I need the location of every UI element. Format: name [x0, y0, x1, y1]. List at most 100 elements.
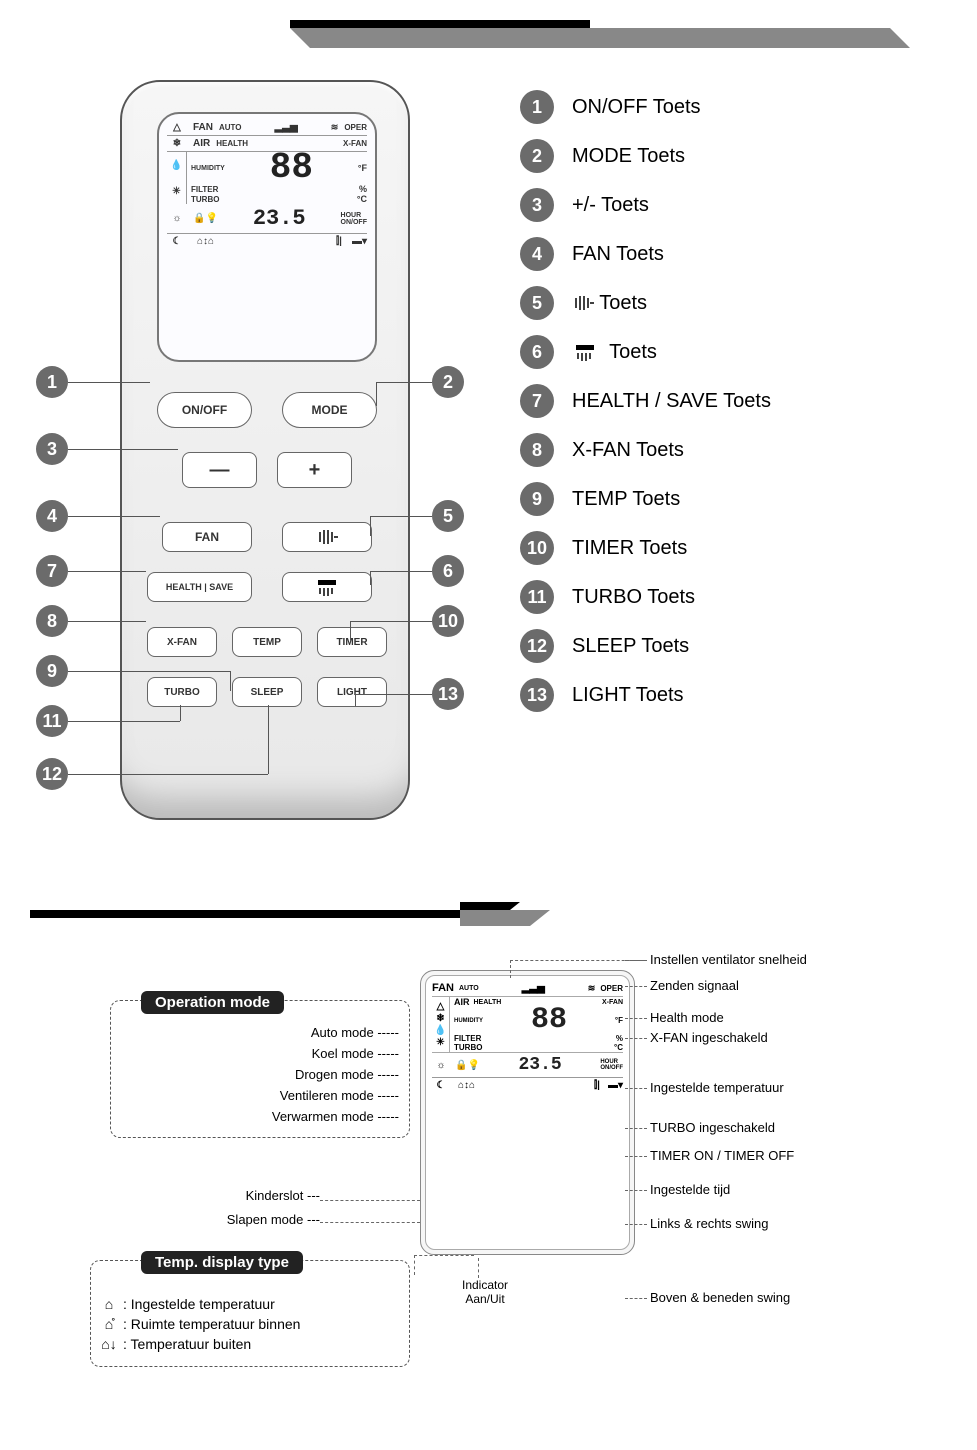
btn-light[interactable]: LIGHT: [317, 677, 387, 707]
disp-humidity: HUMIDITY: [191, 165, 225, 172]
disp-auto: AUTO: [219, 123, 242, 132]
btn-xfan[interactable]: X-FAN: [147, 627, 217, 657]
legend-label: FAN Toets: [572, 243, 664, 266]
btn-mode[interactable]: MODE: [282, 392, 377, 428]
legend-number: 8: [520, 433, 554, 467]
btn-swing-ud[interactable]: [282, 572, 372, 602]
temp-row-1: ⌂̊ : Ruimte temperatuur binnen: [101, 1316, 399, 1332]
legend-number: 3: [520, 188, 554, 222]
disp-pct: %: [359, 184, 367, 194]
remote-diagram: △ FAN AUTO ▂▃▅ ≋ OPER ❄ AIR HEALTH X-FAN: [30, 80, 480, 840]
btn-sleep[interactable]: SLEEP: [232, 677, 302, 707]
disp-air: AIR: [193, 138, 210, 149]
legend-number: 11: [520, 580, 554, 614]
btn-healthsave[interactable]: HEALTH | SAVE: [147, 572, 252, 602]
disp-hour: HOUR: [341, 212, 367, 219]
swing-ud-icon: [314, 578, 340, 596]
disp-xfan: X-FAN: [343, 139, 367, 148]
legend-number: 12: [520, 629, 554, 663]
legend-label: ON/OFF Toets: [572, 96, 701, 119]
display-illustration: FAN AUTO ▂▃▅ ≋ OPER △❄💧✳ AIR HEALTH X-FA…: [420, 970, 635, 1255]
legend-number: 4: [520, 237, 554, 271]
legend-row: 13 LIGHT Toets: [520, 678, 947, 712]
header-rule: [30, 20, 947, 50]
section-divider: [30, 900, 947, 930]
btn-plus[interactable]: +: [277, 452, 352, 488]
remote-display: △ FAN AUTO ▂▃▅ ≋ OPER ❄ AIR HEALTH X-FAN: [157, 112, 377, 362]
callout-8: 8: [36, 605, 68, 637]
legend-label: TIMER Toets: [572, 537, 687, 560]
right-annotation: Instellen ventilator snelheid: [650, 952, 807, 967]
house-outside-icon: ⌂↓: [101, 1336, 117, 1352]
btn-swing-lr[interactable]: [282, 522, 372, 552]
indicator-label: IndicatorAan/Uit: [450, 1278, 520, 1306]
callout-10: 10: [432, 605, 464, 637]
btn-fan[interactable]: FAN: [162, 522, 252, 552]
legend-number: 1: [520, 90, 554, 124]
btn-timer[interactable]: TIMER: [317, 627, 387, 657]
legend-label: +/- Toets: [572, 194, 649, 217]
callout-13: 13: [432, 678, 464, 710]
mode-row: Ventileren mode -----: [121, 1085, 399, 1106]
right-annotation: Ingestelde temperatuur: [650, 1080, 784, 1095]
callout-4: 4: [36, 500, 68, 532]
disp-fan: FAN: [193, 122, 213, 133]
temp-display-box: Temp. display type ⌂ : Ingestelde temper…: [90, 1260, 410, 1367]
disp-onoff: ON/OFF: [341, 219, 367, 226]
legend-label: X-FAN Toets: [572, 439, 684, 462]
mode-row: Koel mode -----: [121, 1043, 399, 1064]
right-annotation: Links & rechts swing: [650, 1216, 769, 1231]
btn-temp[interactable]: TEMP: [232, 627, 302, 657]
legend-row: 9 TEMP Toets: [520, 482, 947, 516]
callout-9: 9: [36, 655, 68, 687]
operation-mode-title: Operation mode: [141, 991, 284, 1014]
callout-3: 3: [36, 433, 68, 465]
legend-label: LIGHT Toets: [572, 684, 684, 707]
disp-time: 23.5: [224, 206, 335, 231]
legend-label: TURBO Toets: [572, 586, 695, 609]
legend-label: Toets: [572, 341, 657, 364]
callout-6: 6: [432, 555, 464, 587]
legend-label: TEMP Toets: [572, 488, 680, 511]
callout-12: 12: [36, 758, 68, 790]
legend-number: 13: [520, 678, 554, 712]
legend-label: Toets: [572, 292, 647, 315]
swing-ud-icon: [572, 343, 598, 361]
btn-onoff[interactable]: ON/OFF: [157, 392, 252, 428]
legend-row: 3 +/- Toets: [520, 188, 947, 222]
legend-row: 8 X-FAN Toets: [520, 433, 947, 467]
mode-row: Auto mode -----: [121, 1022, 399, 1043]
btn-minus[interactable]: —: [182, 452, 257, 488]
disp-health: HEALTH: [216, 139, 248, 148]
legend-number: 6: [520, 335, 554, 369]
left-annot-kinderslot: Kinderslot ---: [170, 1188, 320, 1203]
callout-5: 5: [432, 500, 464, 532]
legend-row: 10 TIMER Toets: [520, 531, 947, 565]
house-icon: ⌂: [101, 1296, 117, 1312]
legend-row: 7HEALTH / SAVE Toets: [520, 384, 947, 418]
right-annotation: Boven & beneden swing: [650, 1290, 790, 1305]
legend-number: 9: [520, 482, 554, 516]
top-section: △ FAN AUTO ▂▃▅ ≋ OPER ❄ AIR HEALTH X-FAN: [30, 80, 947, 840]
legend-row: 4 FAN Toets: [520, 237, 947, 271]
legend-label: SLEEP Toets: [572, 635, 689, 658]
temp-display-title: Temp. display type: [141, 1251, 303, 1274]
swing-lr-icon: [572, 294, 594, 312]
disp-filter: FILTER: [191, 185, 218, 194]
right-annotation: TURBO ingeschakeld: [650, 1120, 775, 1135]
mode-row: Verwarmen mode -----: [121, 1106, 399, 1127]
disp-degc: °C: [357, 194, 367, 204]
operation-mode-box: Operation mode Auto mode -----Koel mode …: [110, 1000, 410, 1138]
btn-turbo[interactable]: TURBO: [147, 677, 217, 707]
legend-row: 12 SLEEP Toets: [520, 629, 947, 663]
legend-list: 1ON/OFF Toets2MODE Toets3+/- Toets4FAN T…: [520, 80, 947, 727]
remote-body: △ FAN AUTO ▂▃▅ ≋ OPER ❄ AIR HEALTH X-FAN: [120, 80, 410, 820]
right-annotation: Health mode: [650, 1010, 724, 1025]
bottom-section: FAN AUTO ▂▃▅ ≋ OPER △❄💧✳ AIR HEALTH X-FA…: [30, 950, 947, 1410]
temp-row-2: ⌂↓ : Temperatuur buiten: [101, 1336, 399, 1352]
right-annotation: Ingestelde tijd: [650, 1182, 730, 1197]
legend-number: 10: [520, 531, 554, 565]
legend-number: 2: [520, 139, 554, 173]
legend-row: 11 TURBO Toets: [520, 580, 947, 614]
legend-label: HEALTH / SAVE Toets: [572, 390, 771, 413]
